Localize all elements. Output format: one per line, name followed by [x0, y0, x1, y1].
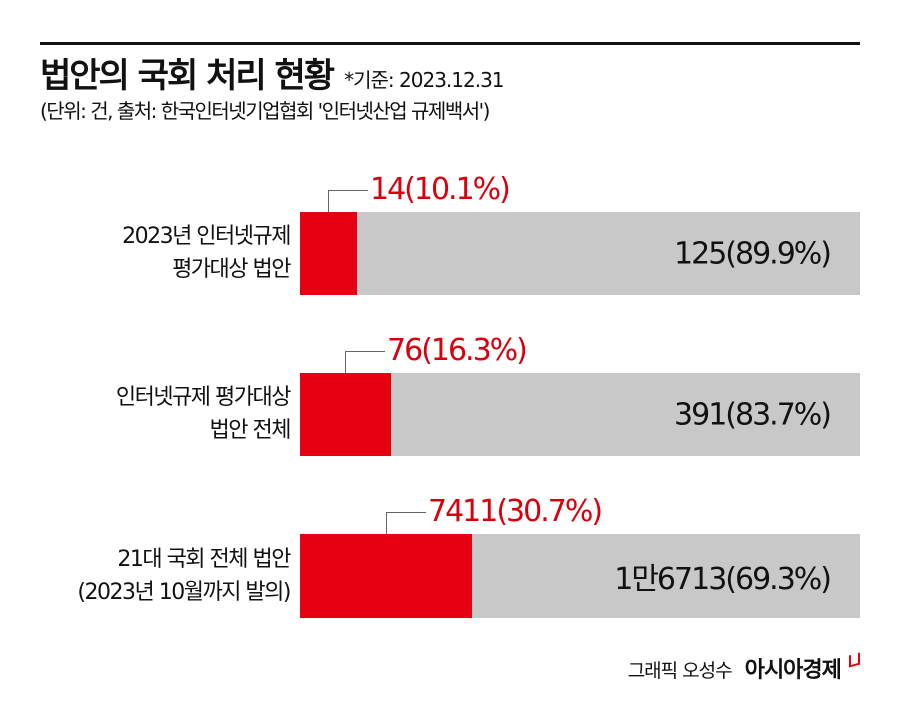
top-rule	[40, 42, 860, 45]
stacked-bar: 125(89.9%)	[300, 212, 860, 295]
leader-line	[345, 351, 346, 373]
stacked-bar: 391(83.7%)	[300, 373, 860, 456]
brand-logo: 아시아경제	[744, 658, 842, 683]
processed-segment	[300, 212, 357, 295]
processed-value-label: 76(16.3%)	[387, 333, 528, 368]
processed-segment	[300, 534, 472, 618]
leader-line	[386, 512, 387, 534]
leader-line	[328, 190, 368, 191]
category-label-line2: 법안 전체	[209, 418, 292, 443]
title-row: 법안의 국회 처리 현황 *기준: 2023.12.31	[40, 48, 505, 97]
category-label-line2: (2023년 10월까지 발의)	[77, 580, 291, 605]
credit: 그래픽 오성수 아시아경제	[628, 652, 860, 684]
unprocessed-value-label: 1만6713(69.3%)	[614, 562, 832, 597]
processed-segment	[300, 373, 391, 456]
leader-line	[386, 512, 426, 513]
category-label: 인터넷규제 평가대상 법안 전체	[115, 381, 292, 447]
category-label: 21대 국회 전체 법안 (2023년 10월까지 발의)	[77, 543, 291, 609]
stacked-bar: 1만6713(69.3%)	[300, 534, 860, 618]
category-label: 2023년 인터넷규제 평가대상 법안	[122, 220, 291, 286]
chart-title: 법안의 국회 처리 현황	[40, 56, 335, 96]
leader-line	[345, 351, 385, 352]
graphic-author: 그래픽 오성수	[627, 660, 733, 682]
basis-date: *기준: 2023.12.31	[344, 68, 504, 92]
leader-line	[328, 190, 329, 212]
category-label-line1: 인터넷규제 평가대상	[115, 385, 292, 410]
category-label-line2: 평가대상 법안	[172, 257, 291, 282]
category-label-line1: 2023년 인터넷규제	[122, 224, 291, 249]
unprocessed-value-label: 391(83.7%)	[674, 397, 832, 432]
processed-value-label: 14(10.1%)	[370, 172, 511, 207]
brand-mark-icon	[849, 652, 860, 668]
chart-subtitle: (단위: 건, 출처: 한국인터넷기업협회 '인터넷산업 규제백서')	[40, 99, 490, 123]
unprocessed-value-label: 125(89.9%)	[674, 236, 832, 271]
category-label-line1: 21대 국회 전체 법안	[117, 547, 291, 572]
processed-value-label: 7411(30.7%)	[428, 494, 603, 529]
